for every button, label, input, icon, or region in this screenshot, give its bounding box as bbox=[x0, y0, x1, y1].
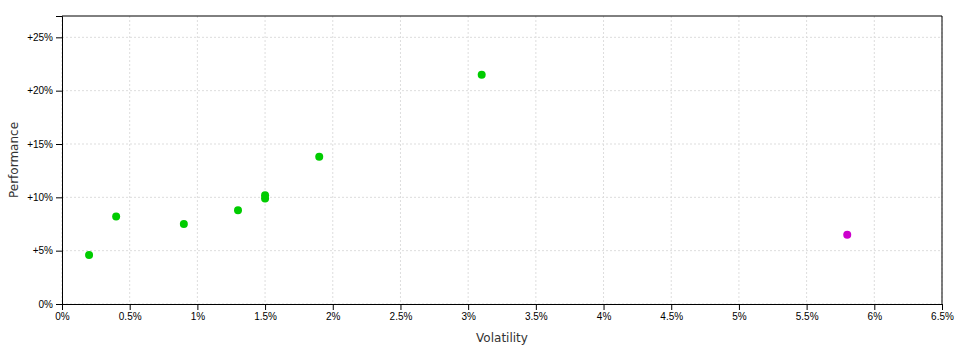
x-tick-label: 4.5% bbox=[660, 311, 683, 322]
y-tick-label: +20% bbox=[27, 85, 53, 96]
y-tick: +5% bbox=[33, 245, 62, 256]
y-tick-mark bbox=[56, 197, 62, 198]
x-tick-mark bbox=[942, 304, 943, 310]
y-tick-mark bbox=[56, 251, 62, 252]
x-tick-mark bbox=[333, 304, 334, 310]
x-grid-line bbox=[332, 16, 333, 304]
x-tick-label: 0.5% bbox=[119, 311, 142, 322]
x-tick: 1% bbox=[191, 304, 206, 322]
y-grid-line bbox=[62, 90, 942, 91]
y-tick-mark bbox=[56, 91, 62, 92]
x-tick-mark bbox=[739, 304, 740, 310]
plot-area: 0% 0.5% 1% 1.5% 2% 2.5% 3% 3.5% 4% 4.5% 5% 5.5% 6% 6.… bbox=[27, 16, 954, 322]
x-axis-line bbox=[63, 305, 943, 311]
x-tick-mark bbox=[874, 304, 875, 310]
x-tick-mark bbox=[536, 304, 537, 310]
point bbox=[843, 231, 851, 239]
x-tick-label: 6% bbox=[868, 311, 883, 322]
point bbox=[112, 213, 120, 221]
x-tick-mark bbox=[400, 304, 401, 310]
y-tick: +20% bbox=[27, 85, 62, 96]
x-tick: 6% bbox=[868, 304, 883, 322]
y-tick: +25% bbox=[27, 32, 62, 43]
x-tick-label: 3% bbox=[461, 311, 476, 322]
x-grid-line bbox=[400, 16, 401, 304]
x-grid-line bbox=[535, 16, 536, 304]
series bbox=[85, 71, 486, 259]
point bbox=[180, 220, 188, 228]
x-tick-mark bbox=[130, 304, 131, 310]
y-tick-label: +10% bbox=[27, 192, 53, 203]
x-tick: 5.5% bbox=[796, 304, 819, 322]
y-tick: 0% bbox=[39, 299, 62, 310]
y-tick-label: +25% bbox=[27, 32, 53, 43]
point bbox=[315, 153, 323, 161]
x-tick-mark bbox=[604, 304, 605, 310]
x-tick: 3% bbox=[461, 304, 476, 322]
y-grid-line bbox=[62, 144, 942, 145]
y-axis-line bbox=[56, 17, 63, 305]
x-tick: 4% bbox=[597, 304, 612, 322]
plot-frame bbox=[942, 16, 943, 304]
x-tick-label: 5% bbox=[732, 311, 747, 322]
point bbox=[85, 251, 93, 259]
x-tick: 0% bbox=[55, 304, 70, 322]
points bbox=[85, 71, 851, 259]
point bbox=[234, 206, 242, 214]
x-axis-title: Volatility bbox=[476, 331, 528, 345]
x-tick-label: 0% bbox=[55, 311, 70, 322]
y-grid-line bbox=[62, 37, 942, 38]
y-tick-label: 0% bbox=[39, 299, 54, 310]
x-grid-line bbox=[265, 16, 266, 304]
y-axis: 0% +5% +10% +15% +20% +25% bbox=[27, 17, 62, 310]
x-grid-line bbox=[874, 16, 875, 304]
x-tick: 3.5% bbox=[525, 304, 548, 322]
y-grid-line bbox=[62, 197, 942, 198]
x-tick-mark bbox=[197, 304, 198, 310]
x-grid-line bbox=[468, 16, 469, 304]
x-tick-label: 6.5% bbox=[931, 311, 954, 322]
plot-frame bbox=[62, 16, 942, 17]
x-grid-line bbox=[738, 16, 739, 304]
x-tick-label: 2.5% bbox=[390, 311, 413, 322]
grid bbox=[62, 16, 942, 304]
x-tick: 0.5% bbox=[119, 304, 142, 322]
x-grid-line bbox=[197, 16, 198, 304]
x-tick-mark bbox=[468, 304, 469, 310]
point bbox=[478, 71, 486, 79]
x-tick: 2.5% bbox=[390, 304, 413, 322]
x-tick-mark bbox=[265, 304, 266, 310]
y-tick-label: +15% bbox=[27, 139, 53, 150]
x-tick: 4.5% bbox=[660, 304, 683, 322]
x-tick: 1.5% bbox=[254, 304, 277, 322]
y-tick-mark bbox=[56, 37, 62, 38]
x-tick-label: 1.5% bbox=[254, 311, 277, 322]
y-tick-mark bbox=[56, 144, 62, 145]
y-tick: +15% bbox=[27, 139, 62, 150]
x-grid-line bbox=[603, 16, 604, 304]
x-tick-label: 3.5% bbox=[525, 311, 548, 322]
x-grid-line bbox=[671, 16, 672, 304]
y-tick: +10% bbox=[27, 192, 62, 203]
y-grid-line bbox=[62, 250, 942, 251]
y-axis-title: Performance bbox=[7, 122, 21, 198]
x-tick-label: 1% bbox=[191, 311, 206, 322]
x-grid-line bbox=[129, 16, 130, 304]
y-tick-label: +5% bbox=[33, 245, 53, 256]
x-tick-mark bbox=[671, 304, 672, 310]
x-tick: 5% bbox=[732, 304, 747, 322]
x-axis: 0% 0.5% 1% 1.5% 2% 2.5% 3% 3.5% 4% 4.5% 5% 5.5% 6% 6.… bbox=[55, 304, 954, 322]
series bbox=[843, 231, 851, 239]
x-tick: 2% bbox=[326, 304, 341, 322]
x-tick-label: 4% bbox=[597, 311, 612, 322]
x-tick-label: 5.5% bbox=[796, 311, 819, 322]
x-tick: 6.5% bbox=[931, 304, 954, 322]
x-grid-line bbox=[942, 16, 943, 304]
x-tick-mark bbox=[807, 304, 808, 310]
x-grid-line bbox=[806, 16, 807, 304]
y-tick-mark bbox=[56, 304, 62, 305]
point bbox=[261, 194, 269, 202]
chart: 0% 0.5% 1% 1.5% 2% 2.5% 3% 3.5% 4% 4.5% 5% 5.5% 6% 6.… bbox=[0, 0, 966, 350]
x-tick-label: 2% bbox=[326, 311, 341, 322]
